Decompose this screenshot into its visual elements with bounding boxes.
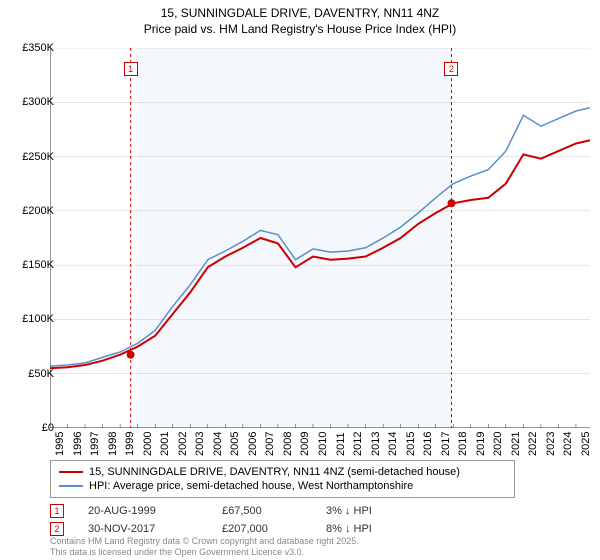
chart-container: 15, SUNNINGDALE DRIVE, DAVENTRY, NN11 4N… xyxy=(0,0,600,560)
x-tick-label: 2007 xyxy=(264,432,276,456)
x-tick-label: 2018 xyxy=(457,432,469,456)
sale-date: 30-NOV-2017 xyxy=(88,523,198,535)
x-tick-label: 2024 xyxy=(562,432,574,456)
x-tick-label: 2025 xyxy=(580,432,592,456)
sales-table: 1 20-AUG-1999 £67,500 3% ↓ HPI 2 30-NOV-… xyxy=(50,502,406,538)
legend-label: 15, SUNNINGDALE DRIVE, DAVENTRY, NN11 4N… xyxy=(89,466,460,478)
x-tick-label: 2000 xyxy=(142,432,154,456)
x-tick-label: 2019 xyxy=(475,432,487,456)
x-tick-label: 2006 xyxy=(247,432,259,456)
y-tick-label: £300K xyxy=(22,96,54,108)
x-tick-label: 2010 xyxy=(317,432,329,456)
x-tick-label: 2016 xyxy=(422,432,434,456)
sale-delta: 3% ↓ HPI xyxy=(326,505,406,517)
title-line-2: Price paid vs. HM Land Registry's House … xyxy=(0,22,600,38)
x-tick-label: 2003 xyxy=(194,432,206,456)
x-tick-label: 2001 xyxy=(159,432,171,456)
x-tick-label: 1996 xyxy=(72,432,84,456)
y-tick-label: £0 xyxy=(42,422,54,434)
x-tick-label: 2009 xyxy=(299,432,311,456)
table-row: 2 30-NOV-2017 £207,000 8% ↓ HPI xyxy=(50,520,406,538)
title-line-1: 15, SUNNINGDALE DRIVE, DAVENTRY, NN11 4N… xyxy=(0,6,600,22)
legend-item: 15, SUNNINGDALE DRIVE, DAVENTRY, NN11 4N… xyxy=(59,465,506,479)
chart-plot-area xyxy=(50,48,590,428)
x-tick-label: 1997 xyxy=(89,432,101,456)
legend-label: HPI: Average price, semi-detached house,… xyxy=(89,480,413,492)
x-tick-label: 2017 xyxy=(440,432,452,456)
x-tick-label: 2023 xyxy=(545,432,557,456)
x-tick-label: 2021 xyxy=(510,432,522,456)
x-tick-label: 2020 xyxy=(492,432,504,456)
vertical-marker-badge: 2 xyxy=(444,62,458,76)
marker-badge: 2 xyxy=(50,522,64,536)
marker-badge: 1 xyxy=(50,504,64,518)
vertical-marker-badge: 1 xyxy=(124,62,138,76)
y-tick-label: £250K xyxy=(22,151,54,163)
legend-swatch xyxy=(59,471,83,473)
sale-date: 20-AUG-1999 xyxy=(88,505,198,517)
y-tick-label: £150K xyxy=(22,259,54,271)
x-tick-label: 2002 xyxy=(177,432,189,456)
y-tick-label: £100K xyxy=(22,313,54,325)
x-tick-label: 1999 xyxy=(124,432,136,456)
table-row: 1 20-AUG-1999 £67,500 3% ↓ HPI xyxy=(50,502,406,520)
sale-price: £67,500 xyxy=(222,505,302,517)
x-tick-label: 2014 xyxy=(387,432,399,456)
legend-swatch xyxy=(59,485,83,487)
x-tick-label: 2015 xyxy=(405,432,417,456)
legend: 15, SUNNINGDALE DRIVE, DAVENTRY, NN11 4N… xyxy=(50,460,515,498)
sale-price: £207,000 xyxy=(222,523,302,535)
y-tick-label: £50K xyxy=(28,368,54,380)
y-tick-label: £200K xyxy=(22,205,54,217)
x-tick-label: 2004 xyxy=(212,432,224,456)
attribution: Contains HM Land Registry data © Crown c… xyxy=(50,536,359,558)
x-tick-label: 1998 xyxy=(107,432,119,456)
y-tick-label: £350K xyxy=(22,42,54,54)
chart-title: 15, SUNNINGDALE DRIVE, DAVENTRY, NN11 4N… xyxy=(0,0,600,37)
x-tick-label: 2008 xyxy=(282,432,294,456)
attribution-line: Contains HM Land Registry data © Crown c… xyxy=(50,536,359,547)
sale-delta: 8% ↓ HPI xyxy=(326,523,406,535)
x-tick-label: 2011 xyxy=(335,432,347,456)
x-tick-label: 2012 xyxy=(352,432,364,456)
legend-item: HPI: Average price, semi-detached house,… xyxy=(59,479,506,493)
x-tick-label: 2013 xyxy=(370,432,382,456)
x-tick-label: 1995 xyxy=(54,432,66,456)
attribution-line: This data is licensed under the Open Gov… xyxy=(50,547,359,558)
x-tick-label: 2022 xyxy=(527,432,539,456)
x-tick-label: 2005 xyxy=(229,432,241,456)
chart-svg xyxy=(50,48,590,428)
